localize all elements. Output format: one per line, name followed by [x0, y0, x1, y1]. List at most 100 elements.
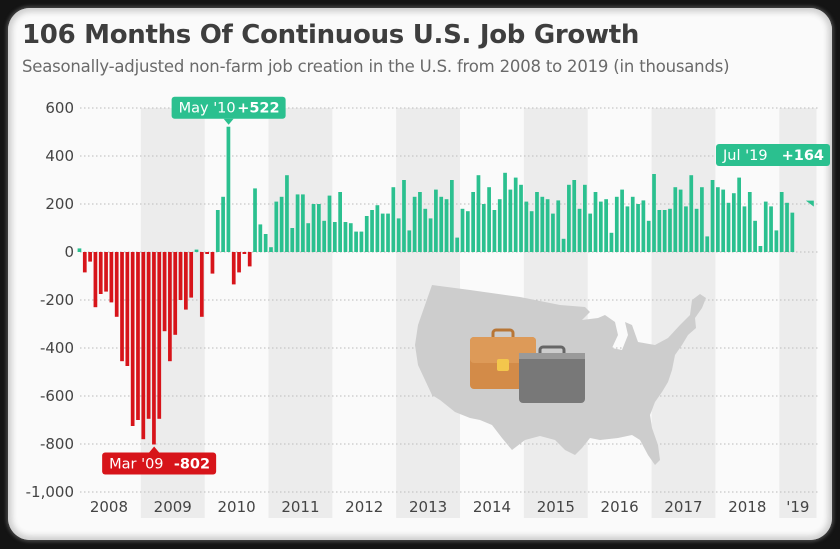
bar [540, 196, 545, 252]
bar [130, 252, 135, 426]
bar [412, 196, 417, 252]
bar [567, 184, 571, 252]
year-band [779, 108, 817, 518]
x-tick-label: 2016 [601, 498, 639, 516]
year-band [140, 108, 205, 518]
bar [604, 199, 608, 252]
bar [285, 175, 289, 252]
bar [168, 252, 172, 362]
bar [545, 199, 550, 252]
bar [513, 177, 518, 252]
bar [646, 220, 651, 252]
bar [391, 187, 396, 252]
y-tick-label: 0 [64, 243, 74, 261]
bar [689, 175, 694, 252]
bar [152, 252, 156, 445]
bar [593, 192, 598, 252]
bar [630, 196, 635, 252]
bar [242, 252, 247, 254]
bar [380, 213, 385, 252]
bar [77, 248, 82, 252]
bar [418, 192, 422, 252]
bar [572, 180, 577, 252]
bar [620, 189, 624, 252]
bar [476, 175, 481, 252]
bar [535, 192, 539, 252]
bar [673, 187, 678, 252]
bar [460, 208, 465, 252]
bar [636, 204, 640, 252]
illustration [415, 285, 706, 465]
x-tick-label: 2010 [218, 498, 256, 516]
bar [327, 195, 332, 252]
bar [577, 208, 582, 252]
bar [529, 211, 534, 252]
bar [194, 249, 199, 252]
bar [641, 200, 646, 252]
bar [109, 252, 114, 303]
bar [439, 196, 444, 252]
bar [428, 218, 433, 252]
bar [82, 252, 87, 273]
annotation-label: Jul '19 [722, 148, 768, 164]
bar [503, 172, 507, 252]
bar [210, 252, 215, 274]
annotation-callout: May '10 +522 [171, 96, 286, 125]
annotation-pointer [149, 446, 160, 453]
bar [247, 252, 252, 267]
bar [705, 236, 710, 252]
bar [492, 210, 497, 252]
bar [561, 238, 566, 252]
annotation-label: May '10 [179, 101, 236, 117]
annotation-box [171, 96, 286, 119]
bar [779, 192, 784, 252]
bar [375, 205, 380, 252]
y-tick-label: -200 [40, 291, 74, 309]
y-tick-label: 200 [45, 195, 74, 213]
bar [769, 206, 773, 252]
bar [551, 213, 555, 252]
bar [253, 188, 257, 252]
bar [322, 220, 327, 252]
bar [146, 252, 151, 419]
bar [343, 222, 348, 252]
annotation-pointer [805, 200, 814, 207]
bar [157, 252, 162, 419]
bar [136, 252, 140, 420]
bar [178, 252, 183, 300]
bar [481, 204, 486, 252]
bar [700, 187, 704, 252]
bar [742, 206, 747, 252]
bar [731, 193, 736, 252]
x-tick-label: 2017 [664, 498, 702, 516]
y-axis-ticks: 600 400 200 0 -200 -400 -600 -800 -1,000 [26, 99, 74, 501]
y-tick-label: -1,000 [26, 483, 74, 501]
bars [77, 126, 795, 445]
annotations: May '10 +522 Mar '09 -802 Jul '19 +164 [102, 96, 830, 475]
bar [311, 204, 316, 252]
y-tick-label: -800 [40, 435, 74, 453]
bar [93, 252, 98, 308]
bar [753, 220, 757, 252]
bar [396, 218, 401, 252]
bar [306, 223, 311, 252]
x-axis-ticks: 2008 2009 2010 2011 2012 2013 2014 2015 2016 2017… [90, 498, 810, 516]
bar [301, 194, 305, 252]
bar [199, 252, 204, 317]
annotation-value: -802 [174, 456, 210, 472]
bar [125, 252, 130, 366]
bar [678, 189, 683, 252]
bar [785, 202, 789, 252]
bar [694, 208, 699, 252]
bar [508, 189, 513, 252]
x-tick-label: 2013 [409, 498, 447, 516]
year-bands [140, 108, 817, 518]
bar [588, 213, 593, 252]
bar [444, 199, 449, 252]
bar [763, 201, 768, 252]
bar [104, 252, 108, 292]
annotation-callout: Jul '19 +164 [716, 144, 830, 207]
bar [450, 180, 454, 252]
x-tick-label: 2009 [154, 498, 192, 516]
